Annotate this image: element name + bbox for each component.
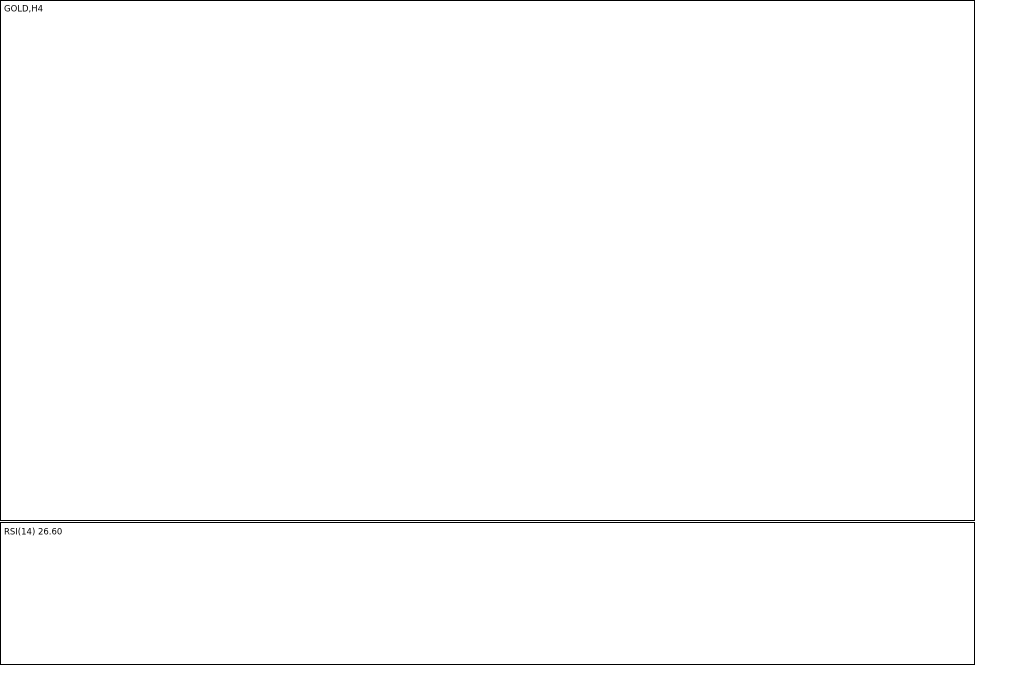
rsi-label: RSI(14) 26.60 [4, 528, 62, 538]
chart-title: GOLD,H4 [4, 5, 43, 15]
main-panel [0, 0, 975, 521]
rsi-panel [0, 522, 975, 665]
